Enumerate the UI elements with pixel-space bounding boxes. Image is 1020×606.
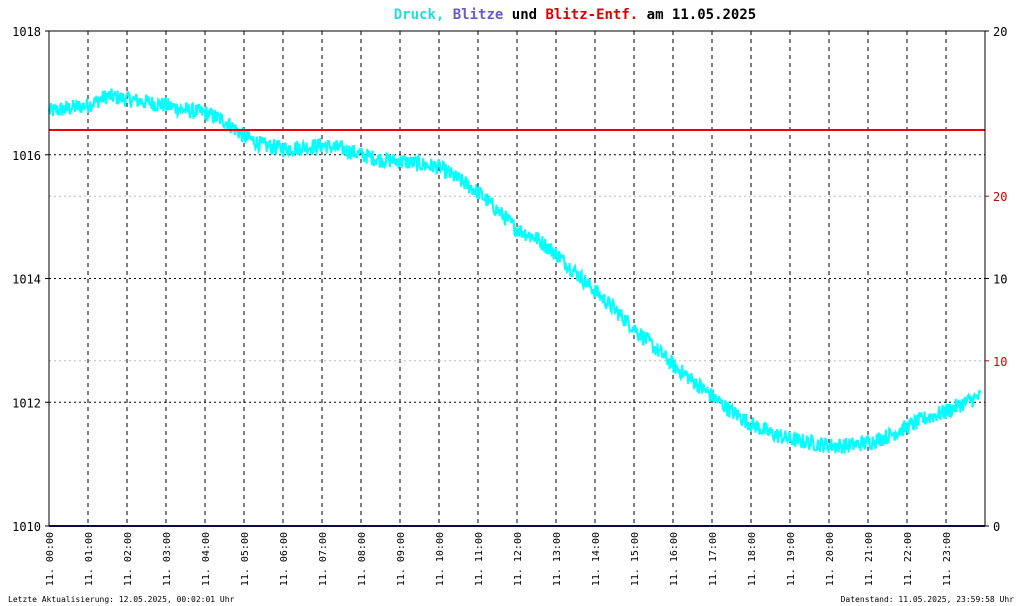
x-tick-label: 11. 08:00 [357, 532, 368, 586]
title-part: Blitz-Entf. [537, 7, 638, 23]
x-tick-label: 11. 07:00 [318, 532, 329, 586]
y2-tick-label: 20 [993, 25, 1007, 39]
x-tick-label: 11. 04:00 [201, 532, 212, 586]
y2-tick-label: 0 [993, 520, 1000, 534]
x-tick-label: 11. 16:00 [669, 532, 680, 586]
y2-tick-label-red: 20 [993, 190, 1007, 204]
x-tick-label: 11. 03:00 [162, 532, 173, 586]
y-tick-label: 1014 [12, 273, 41, 287]
series-druck-line [48, 88, 982, 454]
x-tick-label: 11. 13:00 [552, 532, 563, 586]
x-tick-label: 11. 12:00 [513, 532, 524, 586]
x-tick-label: 11. 22:00 [903, 532, 914, 586]
x-tick-label: 11. 10:00 [435, 532, 446, 586]
title-part: am 11.05.2025 [638, 7, 756, 23]
x-tick-label: 11. 02:00 [123, 532, 134, 586]
y-tick-label: 1012 [12, 396, 41, 410]
x-tick-label: 11. 17:00 [708, 532, 719, 586]
x-tick-label: 11. 05:00 [240, 532, 251, 586]
x-tick-label: 11. 15:00 [630, 532, 641, 586]
x-tick-label: 11. 01:00 [84, 532, 95, 586]
x-tick-label: 11. 18:00 [747, 532, 758, 586]
axes: 11. 00:00 11. 01:00 11. 02:00 11. 03:00 11. … [12, 25, 1007, 586]
x-tick-label: 11. 21:00 [864, 532, 875, 586]
y-tick-label: 1016 [12, 149, 41, 163]
x-tick-label: 11. 23:00 [942, 532, 953, 586]
x-tick-label: 11. 14:00 [591, 532, 602, 586]
footer-left: Letzte Aktualisierung: 12.05.2025, 00:02… [8, 595, 235, 604]
x-tick-label: 11. 06:00 [279, 532, 290, 586]
y-tick-label: 1018 [12, 25, 41, 39]
y2-tick-label-red: 10 [993, 355, 1007, 369]
chart-title: Druck, Blitze und Blitz-Entf. am 11.05.2… [394, 7, 756, 23]
x-tick-label: 11. 19:00 [786, 532, 797, 586]
title-part: Druck, [394, 7, 445, 23]
x-tick-label: 11. 09:00 [396, 532, 407, 586]
x-tick-label: 11. 00:00 [45, 532, 56, 586]
y2-tick-label: 10 [993, 273, 1007, 287]
title-part: Blitze [444, 7, 503, 23]
y-tick-label: 1010 [12, 520, 41, 534]
x-tick-label: 11. 11:00 [474, 532, 485, 586]
x-tick-label: 11. 20:00 [825, 532, 836, 586]
footer-right: Datenstand: 11.05.2025, 23:59:58 Uhr [841, 595, 1015, 604]
title-part: und [503, 7, 537, 23]
